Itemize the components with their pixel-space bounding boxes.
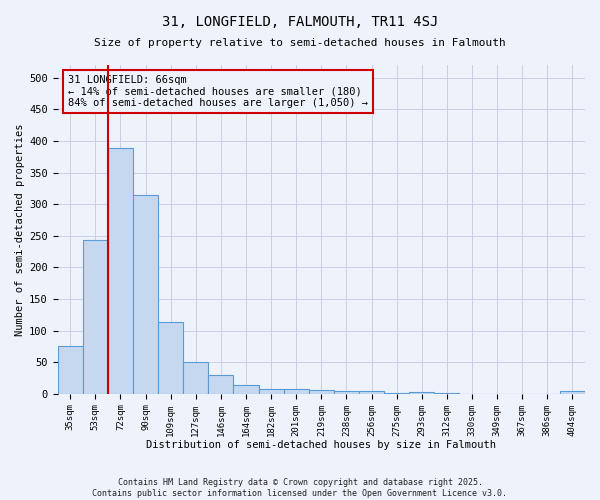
- Bar: [434, 393, 460, 394]
- Text: Contains HM Land Registry data © Crown copyright and database right 2025.
Contai: Contains HM Land Registry data © Crown c…: [92, 478, 508, 498]
- Bar: [233, 385, 259, 394]
- Text: 31 LONGFIELD: 66sqm
← 14% of semi-detached houses are smaller (180)
84% of semi-: 31 LONGFIELD: 66sqm ← 14% of semi-detach…: [68, 75, 368, 108]
- Bar: [409, 392, 434, 394]
- Bar: [284, 390, 309, 394]
- Bar: [560, 392, 585, 394]
- Bar: [309, 390, 334, 394]
- Bar: [359, 392, 384, 394]
- Bar: [158, 322, 183, 394]
- Text: 31, LONGFIELD, FALMOUTH, TR11 4SJ: 31, LONGFIELD, FALMOUTH, TR11 4SJ: [162, 15, 438, 29]
- Bar: [183, 362, 208, 394]
- Text: Size of property relative to semi-detached houses in Falmouth: Size of property relative to semi-detach…: [94, 38, 506, 48]
- Bar: [133, 194, 158, 394]
- Bar: [83, 240, 108, 394]
- Bar: [58, 346, 83, 394]
- Bar: [334, 390, 359, 394]
- X-axis label: Distribution of semi-detached houses by size in Falmouth: Distribution of semi-detached houses by …: [146, 440, 496, 450]
- Bar: [208, 375, 233, 394]
- Bar: [108, 148, 133, 394]
- Y-axis label: Number of semi-detached properties: Number of semi-detached properties: [15, 123, 25, 336]
- Bar: [259, 390, 284, 394]
- Bar: [384, 393, 409, 394]
